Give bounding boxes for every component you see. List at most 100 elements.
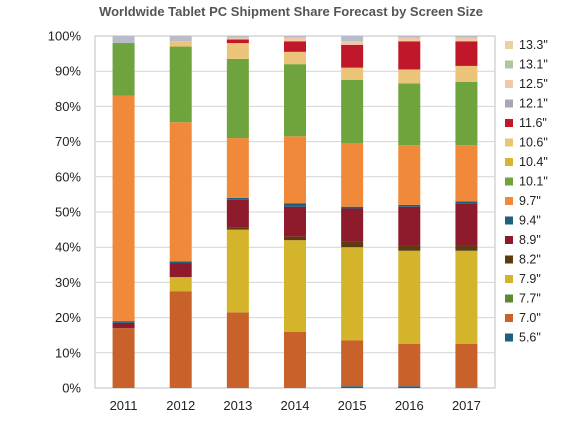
bar-segment — [398, 83, 421, 146]
y-tick-label: 100% — [48, 29, 82, 44]
bar-segment — [284, 36, 306, 38]
bar-segment — [284, 206, 306, 237]
bar-segment — [455, 203, 478, 246]
legend-label: 7.9" — [519, 272, 541, 286]
bar-segment — [112, 321, 135, 323]
legend-swatch — [505, 314, 513, 322]
legend-swatch — [505, 177, 513, 186]
x-tick-label: 2011 — [110, 398, 138, 413]
legend-label: 9.7" — [519, 194, 541, 208]
legend-swatch — [505, 80, 513, 88]
bar-segment — [398, 37, 421, 42]
legend-label: 8.2" — [519, 253, 541, 267]
bar-segment — [226, 43, 249, 59]
bar-segment — [112, 43, 135, 96]
y-tick-label: 30% — [55, 275, 81, 290]
bar-segment — [455, 344, 478, 388]
legend-label: 7.0" — [519, 311, 541, 325]
bar-segment — [112, 36, 135, 44]
y-tick-label: 60% — [55, 169, 81, 184]
bar-segment — [226, 199, 249, 228]
legend-label: 11.6" — [519, 116, 547, 130]
bar-segment — [398, 36, 421, 38]
legend-label: 10.6" — [519, 136, 548, 150]
bar-segment — [284, 203, 306, 207]
bar-segment — [455, 245, 478, 251]
bar-segment — [284, 136, 306, 204]
bar-segment — [341, 241, 364, 248]
bar-segment — [341, 44, 364, 68]
bar-segment — [284, 64, 306, 137]
bar-segment — [341, 143, 364, 207]
y-tick-label: 0% — [62, 381, 81, 396]
bar-segment — [112, 328, 135, 388]
bar-segment — [455, 37, 478, 42]
x-tick-label: 2015 — [338, 398, 367, 413]
bar-segment — [226, 197, 249, 200]
bar-segment — [341, 208, 364, 242]
legend-label: 10.4" — [519, 155, 548, 169]
bar-segment — [341, 386, 364, 388]
legend-label: 12.5" — [519, 77, 548, 91]
bar-segment — [284, 236, 306, 241]
bar-segment — [398, 69, 421, 84]
bar-segment — [398, 204, 421, 207]
bar-segment — [341, 247, 364, 341]
y-tick-label: 90% — [55, 64, 81, 79]
legend-label: 7.7" — [519, 292, 541, 306]
bar-segment — [112, 322, 135, 329]
legend-label: 13.1" — [519, 58, 548, 72]
legend-label: 13.3" — [519, 38, 548, 52]
legend-swatch — [505, 216, 513, 225]
legend-swatch — [505, 158, 513, 166]
bar-segment — [226, 312, 249, 388]
bar-segment — [341, 80, 364, 144]
bar-segment — [341, 340, 364, 387]
legend-swatch — [505, 236, 513, 244]
y-tick-label: 10% — [55, 345, 81, 360]
bar-segment — [455, 41, 478, 66]
bar-segment — [284, 37, 306, 42]
bar-segment — [284, 51, 306, 65]
bar-segment — [169, 46, 192, 123]
legend-swatch — [505, 275, 513, 283]
legend-swatch — [505, 60, 513, 69]
bar-segment — [284, 331, 306, 388]
bar-segment — [455, 36, 478, 38]
y-tick-label: 50% — [55, 205, 81, 220]
bar-segment — [169, 122, 192, 262]
bar-segment — [169, 41, 192, 47]
bar-segment — [226, 37, 249, 40]
legend-swatch — [505, 197, 513, 205]
bar-segment — [226, 138, 249, 198]
bar-segment — [169, 277, 192, 292]
bar-segment — [398, 145, 421, 205]
x-tick-label: 2012 — [166, 398, 195, 413]
bar-segment — [455, 201, 478, 204]
bar-segment — [341, 41, 364, 45]
legend-label: 9.4" — [519, 214, 541, 228]
legend-swatch — [505, 333, 513, 342]
legend-swatch — [505, 99, 513, 108]
bar-segment — [226, 39, 249, 44]
x-tick-label: 2014 — [281, 398, 310, 413]
bar-segment — [455, 81, 478, 146]
bar-segment — [226, 36, 249, 38]
bar-segment — [169, 291, 192, 388]
bar-segment — [398, 41, 421, 70]
x-tick-label: 2017 — [452, 398, 481, 413]
bar-segment — [112, 95, 135, 322]
bar-segment — [226, 227, 249, 230]
bar-segment — [398, 206, 421, 246]
bar-segment — [455, 145, 478, 202]
x-tick-label: 2013 — [223, 398, 252, 413]
bar-segment — [226, 229, 249, 313]
bar-segment — [169, 263, 192, 278]
legend-label: 5.6" — [519, 331, 541, 345]
x-tick-label: 2016 — [395, 398, 424, 413]
y-tick-label: 40% — [55, 240, 81, 255]
bar-segment — [398, 245, 421, 251]
legend-label: 12.1" — [519, 97, 548, 111]
